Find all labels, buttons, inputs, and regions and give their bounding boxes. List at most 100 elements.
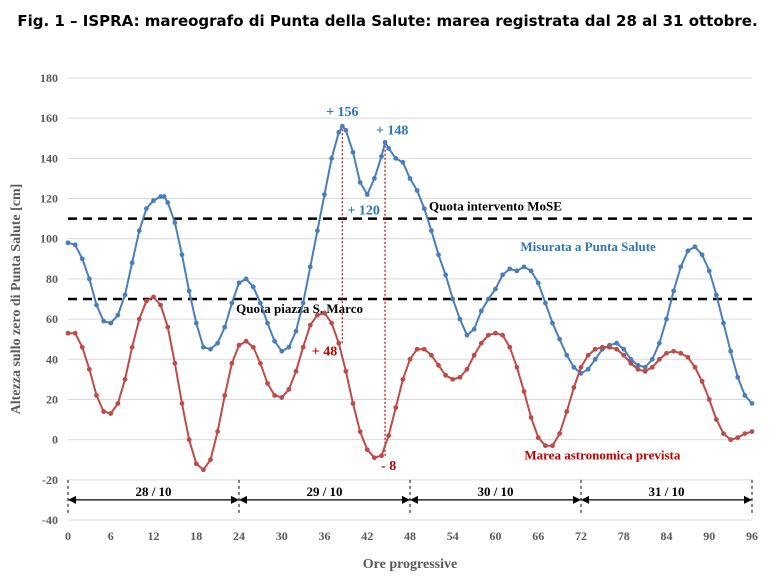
measured-point	[471, 326, 477, 332]
x-tick-label: 48	[404, 529, 416, 543]
measured-point	[521, 264, 527, 270]
x-tick-label: 24	[233, 529, 245, 543]
predicted-point	[507, 344, 513, 350]
predicted-point	[464, 366, 470, 372]
measured-point	[450, 296, 456, 302]
measured-point	[136, 228, 142, 234]
predicted-point	[108, 411, 114, 416]
measured-point	[685, 248, 691, 254]
predicted-point	[585, 352, 591, 358]
measured-point	[293, 328, 299, 334]
x-tick-label: 72	[575, 529, 587, 543]
predicted-point	[343, 368, 349, 374]
measured-point	[443, 272, 449, 278]
predicted-point	[457, 374, 463, 380]
y-tick-label: -20	[42, 473, 58, 487]
measured-point	[621, 346, 627, 352]
predicted-point	[79, 344, 85, 350]
predicted-point	[514, 364, 520, 370]
predicted-point	[364, 447, 370, 453]
predicted-point	[557, 431, 563, 437]
measured-point	[642, 364, 648, 370]
predicted-point	[521, 389, 527, 394]
predicted-point	[172, 360, 178, 366]
x-tick-label: 84	[661, 529, 673, 543]
predicted-point	[257, 360, 263, 366]
measured-point	[336, 129, 342, 135]
predicted-point	[136, 316, 142, 322]
measured-point	[186, 288, 192, 294]
predicted-point	[421, 346, 427, 352]
y-tick-label: 180	[40, 71, 58, 85]
predicted-point	[322, 310, 327, 316]
x-tick-label: 96	[746, 529, 758, 543]
day-arrow-left	[410, 495, 418, 504]
predicted-point	[721, 431, 726, 437]
measured-point	[329, 155, 335, 161]
measured-point	[257, 300, 263, 306]
measured-point	[550, 320, 555, 326]
measured-point	[151, 198, 156, 203]
measured-point	[585, 366, 591, 372]
predicted-point	[386, 433, 392, 439]
predicted-point	[165, 324, 171, 330]
day-arrow-left	[68, 495, 76, 504]
measured-point	[286, 344, 292, 350]
measured-point	[364, 192, 370, 197]
predicted-point	[564, 409, 570, 414]
predicted-point	[307, 322, 313, 328]
day-label: 31 / 10	[648, 484, 684, 499]
predicted-point	[614, 346, 620, 352]
x-tick-label: 78	[618, 529, 630, 543]
predicted-point	[671, 348, 677, 354]
measured-point	[414, 188, 420, 193]
predicted-point	[550, 443, 555, 449]
predicted-point	[535, 435, 541, 441]
predicted-point	[293, 368, 299, 374]
day-label-bg	[465, 484, 526, 499]
predicted-point	[208, 457, 213, 463]
day-arrow-right	[573, 495, 581, 504]
predicted-point	[664, 350, 669, 356]
measured-point	[94, 302, 99, 308]
measured-point	[649, 356, 655, 362]
predicted-point	[229, 360, 235, 366]
figure-title: Fig. 1 – ISPRA: mareografo di Punta dell…	[17, 12, 758, 30]
predicted-point	[400, 376, 406, 382]
measured-point	[382, 139, 388, 145]
predicted-point	[101, 409, 107, 414]
measured-point	[478, 308, 484, 314]
predicted-point	[485, 332, 491, 338]
measured-point	[314, 228, 320, 234]
day-arrow-left	[239, 495, 247, 504]
predicted-point	[314, 312, 320, 318]
series-label: Misurata a Punta Salute	[520, 239, 656, 254]
measured-point	[493, 286, 498, 292]
predicted-point	[379, 453, 384, 459]
measured-point	[179, 252, 185, 258]
predicted-point	[578, 364, 584, 370]
day-label-bg	[636, 484, 697, 499]
predicted-point	[685, 354, 691, 360]
measured-point	[507, 266, 513, 272]
measured-point	[678, 264, 684, 270]
measured-point	[742, 393, 748, 398]
predicted-point	[635, 366, 641, 372]
measured-point	[535, 280, 541, 286]
day-arrow-right	[744, 495, 752, 504]
predicted-point	[656, 356, 662, 362]
predicted-point	[243, 338, 249, 344]
y-tick-label: 80	[46, 272, 58, 286]
measured-point	[307, 264, 313, 270]
measured-point	[339, 123, 345, 129]
measured-point	[222, 324, 228, 330]
measured-point	[528, 268, 534, 274]
measured-point	[571, 364, 577, 370]
x-tick-label: 6	[108, 529, 114, 543]
predicted-point	[200, 467, 206, 473]
predicted-point	[500, 332, 506, 338]
measured-point	[749, 401, 755, 406]
measured-point	[200, 344, 206, 350]
predicted-point	[236, 342, 242, 348]
x-tick-label: 60	[490, 529, 502, 543]
